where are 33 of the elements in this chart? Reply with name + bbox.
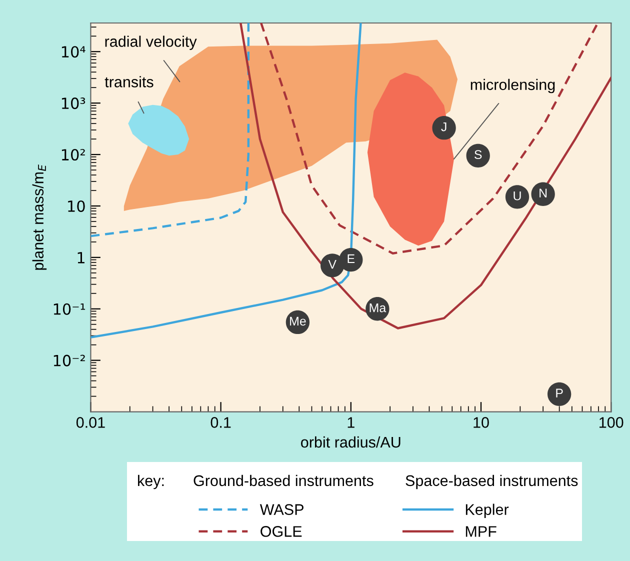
x-tick-label: 0.1	[210, 417, 231, 428]
annotation: radial velocity	[105, 36, 197, 50]
y-tick-label: 10³	[62, 98, 86, 110]
x-tick-label: 1	[348, 417, 354, 428]
data-label: J	[441, 122, 446, 132]
annotation: microlensing	[470, 78, 555, 94]
data-label: U	[514, 192, 521, 200]
y-axis-title: planet mass/m$_{E}$	[32, 164, 47, 270]
data-label: P	[556, 388, 563, 398]
text: Space-based instruments	[406, 474, 578, 490]
data-label: N	[540, 188, 547, 198]
x-tick-label: 0.01	[76, 417, 105, 428]
data-label: Me	[290, 316, 306, 326]
y-tick-label: 1	[78, 252, 84, 264]
legend-label: MPF	[466, 526, 496, 537]
y-tick-label: 10²	[62, 148, 85, 161]
annotation: transits	[104, 76, 154, 88]
legend-label: Kepler	[466, 504, 509, 518]
data-label: E	[348, 254, 355, 264]
x-axis-title: orbit radius/AU	[301, 436, 400, 448]
x-tick-label: 100	[600, 417, 624, 428]
y-tick-label: 10	[68, 200, 85, 212]
legend-label: WASP	[260, 504, 304, 515]
y-tick-label: 10⁴	[62, 46, 86, 58]
y-tick-label: 10⁻²	[54, 354, 85, 366]
legend-title: key:	[138, 474, 164, 490]
text: Ground-based instruments	[194, 474, 374, 486]
data-label: Ma	[370, 304, 386, 312]
y-tick-label: 10⁻¹	[54, 303, 86, 315]
x-tick-label: 10	[474, 417, 489, 428]
data-label: V	[328, 260, 336, 269]
data-label: S	[474, 150, 482, 160]
legend-label: OGLE	[260, 526, 302, 537]
